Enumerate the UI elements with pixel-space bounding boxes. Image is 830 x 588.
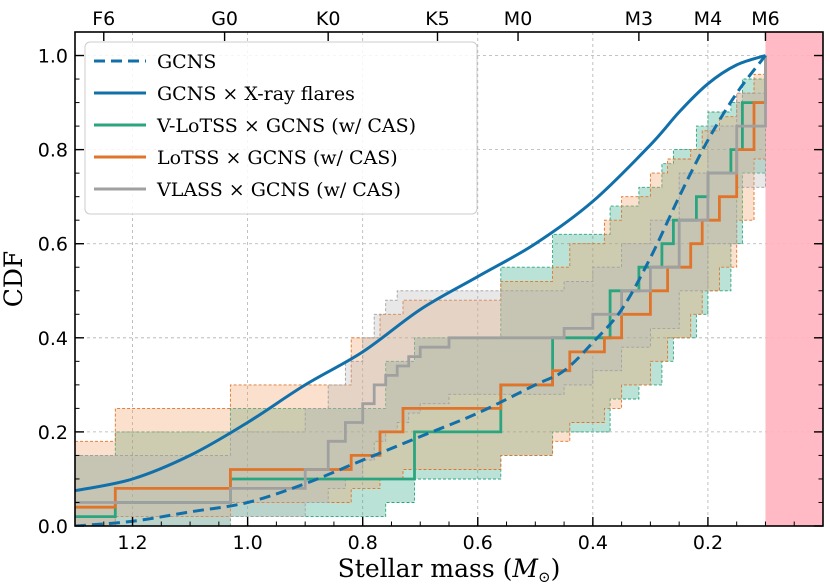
x-tick-label: 1.2 xyxy=(117,532,147,554)
series-line-0 xyxy=(75,54,767,526)
y-tick-label: 0.2 xyxy=(38,422,68,444)
x-tick-label: 1.0 xyxy=(233,532,263,554)
legend-label-1: GCNS × X-ray flares xyxy=(157,83,355,105)
legend-label-3: LoTSS × GCNS (w/ CAS) xyxy=(157,147,398,169)
series-line-4 xyxy=(75,55,767,504)
y-tick-label: 0.6 xyxy=(38,234,68,256)
series-lines xyxy=(75,54,767,526)
confidence-band-2 xyxy=(75,55,766,526)
top-tick-label: M3 xyxy=(625,8,653,30)
legend: GCNS GCNS × X-ray flares V-LoTSS × GCNS (w… xyxy=(84,41,478,215)
axis-ticks: 1.2 1.0 0.8 0.6 0.4 0.2 0.0 0.2 0.4 0.6 0.8 1.0 F6 G0… xyxy=(38,8,823,554)
legend-label-4: VLASS × GCNS (w/ CAS) xyxy=(156,179,401,201)
top-tick-label: K0 xyxy=(316,8,341,30)
top-tick-label: M4 xyxy=(694,8,722,30)
y-tick-label: 0.0 xyxy=(38,516,68,538)
top-tick-label: F6 xyxy=(92,8,115,30)
legend-label-2: V-LoTSS × GCNS (w/ CAS) xyxy=(156,115,416,137)
x-axis-title: Stellar mass (M⊙) xyxy=(338,554,561,586)
x-tick-label: 0.6 xyxy=(463,532,493,554)
top-tick-label: M6 xyxy=(751,8,779,30)
band-lower-3 xyxy=(75,55,766,526)
shaded-region xyxy=(765,32,823,526)
confidence-band-3 xyxy=(75,55,766,526)
top-tick-label: M0 xyxy=(504,8,532,30)
series-line-3 xyxy=(75,55,767,509)
y-tick-label: 0.4 xyxy=(38,328,68,350)
x-tick-label: 0.8 xyxy=(348,532,378,554)
band-upper-2 xyxy=(75,55,766,456)
x-tick-label: 0.4 xyxy=(578,532,608,554)
y-tick-label: 0.8 xyxy=(38,140,68,162)
band-upper-4 xyxy=(75,55,766,456)
band-lower-2 xyxy=(75,55,766,526)
x-tick-label: 0.2 xyxy=(693,532,723,554)
band-upper-3 xyxy=(75,55,766,442)
legend-label-0: GCNS xyxy=(157,51,216,73)
legend-box xyxy=(84,41,478,215)
y-tick-label: 1.0 xyxy=(38,46,68,68)
top-tick-label: K5 xyxy=(425,8,450,30)
series-line-1 xyxy=(75,54,766,493)
y-axis-title: CDF xyxy=(0,251,28,308)
shaded-region-layer xyxy=(765,32,823,526)
top-tick-label: G0 xyxy=(211,8,238,30)
